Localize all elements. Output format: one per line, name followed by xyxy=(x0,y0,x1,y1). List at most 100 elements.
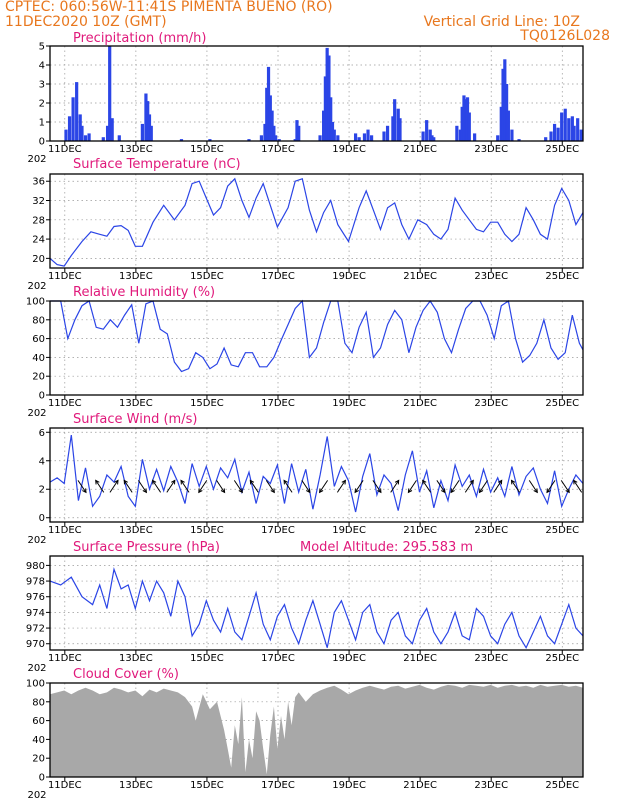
model-altitude-label: Model Altitude: 295.583 m xyxy=(300,540,473,555)
precipitation-bar xyxy=(353,133,358,141)
wind-series-line xyxy=(49,435,584,513)
wind-arrow-shaft xyxy=(479,480,488,493)
cloud-cover-area xyxy=(50,684,583,777)
precipitation-bar xyxy=(517,139,521,141)
precipitation-bar xyxy=(357,137,361,141)
precipitation-bar xyxy=(270,110,274,141)
precipitation-bar xyxy=(503,59,507,141)
x-year-label: 202 xyxy=(27,535,46,546)
precipitation-bar xyxy=(247,139,251,141)
y-tick-label: 2 xyxy=(39,485,45,496)
wind-arrow-head xyxy=(171,479,176,485)
wind-arrow-shaft xyxy=(109,480,119,493)
wind-arrow-shaft xyxy=(464,480,474,493)
y-tick-label: 3 xyxy=(39,80,45,91)
wind-arrow-shaft xyxy=(77,480,87,493)
precipitation-bar xyxy=(428,129,432,141)
wind-arrow-head xyxy=(152,479,157,485)
header-grid-note: Vertical Grid Line: 10Z xyxy=(424,14,580,30)
plot-frame xyxy=(49,427,584,523)
x-tick-label: 21DEC xyxy=(403,271,437,282)
y-tick-label: 978 xyxy=(26,577,45,588)
wind-arrow-shaft xyxy=(390,480,400,493)
wind-title: Surface Wind (m/s) xyxy=(73,412,197,427)
y-tick-label: 40 xyxy=(32,735,45,746)
wind-arrow-shaft xyxy=(450,480,460,493)
precipitation-bar xyxy=(332,129,336,141)
precipitation-bar xyxy=(71,97,75,141)
precipitation-panel: Precipitation (mm/h) 0 1 2 3 4 5 11DEC 13DEC 15D… xyxy=(27,31,584,165)
plot-frame xyxy=(49,300,584,396)
precipitation-bar xyxy=(329,97,333,141)
x-tick-label: 13DEC xyxy=(119,144,153,155)
wind-arrow-head xyxy=(95,479,100,485)
wind-arrow-head xyxy=(238,488,243,494)
wind-arrow-shaft xyxy=(408,480,417,493)
plot-area xyxy=(50,174,583,268)
precipitation-bar xyxy=(560,112,564,141)
header-line-1: CPTEC: 060:56W-11:41S PIMENTA BUENO (RO) xyxy=(5,0,333,15)
wind-arrow-head xyxy=(478,488,484,494)
precipitation-bar xyxy=(398,118,402,141)
precipitation-bar xyxy=(544,137,548,141)
wind-arrow-shaft xyxy=(233,480,243,493)
wind-arrow-head xyxy=(354,488,359,494)
x-year-label: 202 xyxy=(27,281,46,292)
precipitation-bar xyxy=(75,82,79,141)
wind-arrow-head xyxy=(114,479,119,485)
humidity-panel: Relative Humidity (%) 0 20 40 60 80 100 11DEC 1… xyxy=(26,285,584,419)
x-tick-label: 21DEC xyxy=(403,398,437,409)
precipitation-bar xyxy=(464,99,468,141)
wind-arrow-shaft xyxy=(123,480,133,493)
precipitation-bar xyxy=(146,101,150,141)
x-tick-label: 21DEC xyxy=(403,653,437,664)
temperature-title: Surface Temperature (nC) xyxy=(73,157,241,172)
precipitation-bar xyxy=(265,87,269,141)
x-tick-label: 11DEC xyxy=(48,144,82,155)
wind-arrow-shaft xyxy=(436,480,446,493)
precipitation-bar xyxy=(501,68,505,141)
wind-arrow-shaft xyxy=(546,480,556,493)
precipitation-bar xyxy=(268,95,272,141)
precipitation-bar xyxy=(144,93,148,141)
x-tick-label: 17DEC xyxy=(261,271,295,282)
y-tick-label: 0 xyxy=(39,513,45,524)
y-tick-label: 6 xyxy=(39,428,45,439)
x-tick-label: 25DEC xyxy=(545,271,579,282)
x-tick-label: 23DEC xyxy=(474,653,508,664)
precipitation-bar xyxy=(110,118,114,141)
precipitation-bar xyxy=(572,125,576,141)
y-tick-label: 0 xyxy=(39,773,45,784)
precipitation-bar xyxy=(140,123,144,141)
wind-arrow-head xyxy=(565,488,570,494)
wind-arrow-shaft xyxy=(528,480,538,493)
x-tick-label: 17DEC xyxy=(261,525,295,536)
precipitation-bar xyxy=(272,125,276,141)
plot-frame xyxy=(49,555,584,651)
y-tick-label: 2 xyxy=(39,99,45,110)
wind-arrow-shaft xyxy=(511,480,520,493)
x-tick-label: 25DEC xyxy=(545,780,579,791)
precipitation-bar xyxy=(64,129,68,141)
wind-arrow-shaft xyxy=(283,480,293,493)
x-tick-label: 23DEC xyxy=(474,780,508,791)
precipitation-bar xyxy=(382,131,386,141)
wind-arrow-head xyxy=(533,488,538,494)
wind-arrow-head xyxy=(422,479,427,485)
precipitation-bar xyxy=(556,127,560,141)
x-tick-label: 19DEC xyxy=(332,144,366,155)
precipitation-bar xyxy=(67,116,72,141)
header-code: TQ0126L028 xyxy=(519,28,610,44)
wind-arrow-shaft xyxy=(336,480,346,493)
precipitation-bar xyxy=(505,84,509,141)
precipitation-bar xyxy=(549,131,553,141)
precipitation-title: Precipitation (mm/h) xyxy=(73,31,206,46)
wind-arrow-head xyxy=(82,488,87,494)
wind-arrow-head xyxy=(319,488,324,494)
y-tick-label: 974 xyxy=(26,608,45,619)
wind-arrow-head xyxy=(441,488,446,494)
precipitation-bar xyxy=(266,66,271,141)
precipitation-bar xyxy=(465,97,470,141)
wind-arrow-head xyxy=(220,488,226,494)
x-tick-label: 15DEC xyxy=(190,653,224,664)
